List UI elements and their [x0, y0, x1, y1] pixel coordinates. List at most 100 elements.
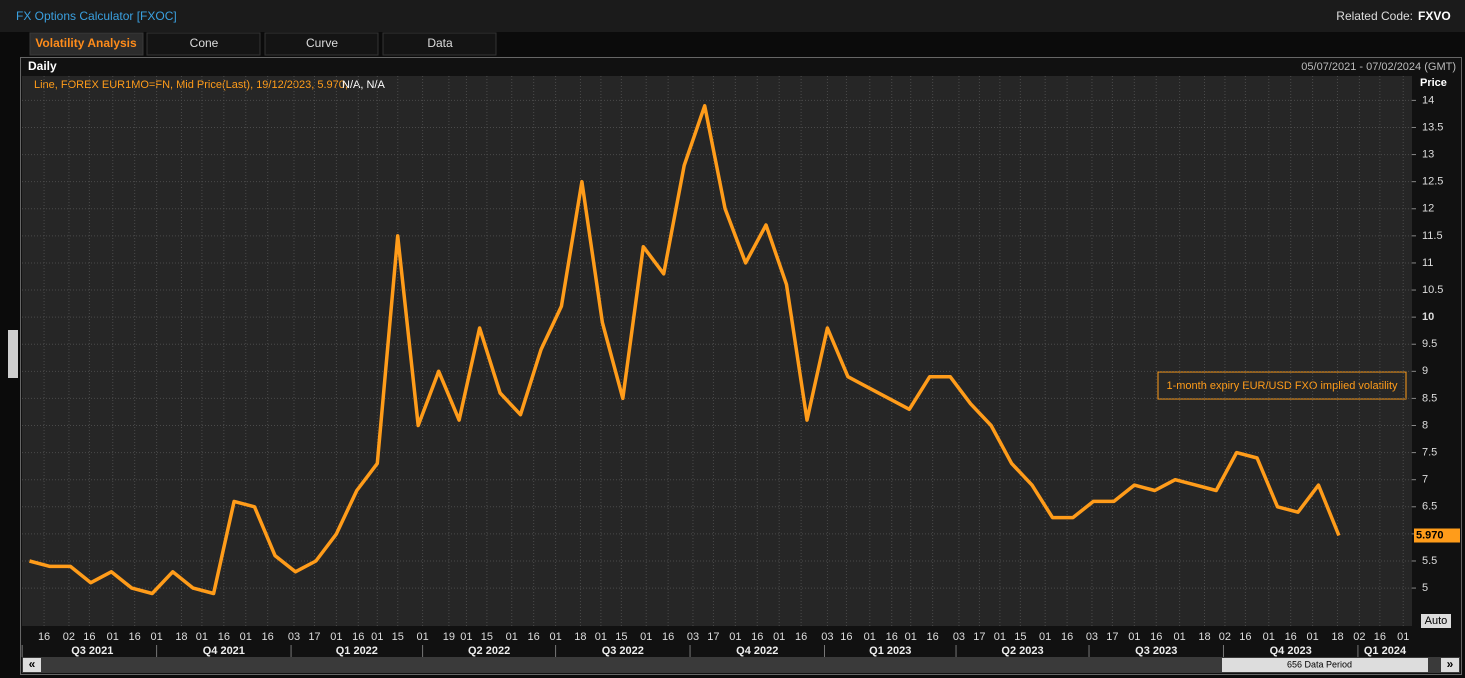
scroll-right-icon[interactable]: » — [1447, 657, 1454, 671]
side-handle[interactable] — [8, 330, 18, 378]
quarter-label: Q3 2023 — [1135, 645, 1177, 657]
x-tick-label: 16 — [1061, 631, 1073, 643]
x-tick-label: 01 — [150, 631, 162, 643]
x-tick-label: 03 — [1086, 631, 1098, 643]
x-tick-label: 16 — [840, 631, 852, 643]
plot-area — [22, 76, 1412, 626]
x-tick-label: 03 — [687, 631, 699, 643]
x-tick-label: 01 — [107, 631, 119, 643]
x-tick-label: 01 — [905, 631, 917, 643]
quarter-label: Q2 2022 — [468, 645, 510, 657]
tab-label[interactable]: Curve — [306, 36, 338, 50]
y-tick-label: 10 — [1422, 311, 1434, 323]
y-tick-label: 7 — [1422, 474, 1428, 486]
y-tick-label: 5 — [1422, 582, 1428, 594]
quarter-label: Q1 2023 — [869, 645, 911, 657]
x-tick-label: 01 — [416, 631, 428, 643]
y-tick-label: 13.5 — [1422, 121, 1443, 133]
tab-label[interactable]: Data — [427, 36, 453, 50]
y-tick-label: 7.5 — [1422, 447, 1437, 459]
scroll-left-icon[interactable]: « — [29, 657, 36, 671]
last-value-label: 5.970 — [1416, 529, 1444, 541]
x-tick-label: 15 — [392, 631, 404, 643]
quarter-label: Q4 2023 — [1270, 645, 1312, 657]
tab[interactable] — [29, 32, 144, 56]
x-tick-label: 01 — [729, 631, 741, 643]
y-tick-label: 14 — [1422, 94, 1434, 106]
annotation: 1-month expiry EUR/USD FXO implied volat… — [1166, 380, 1398, 392]
x-tick-label: 17 — [973, 631, 985, 643]
scroll-thumb[interactable] — [1222, 658, 1428, 672]
legend-na: N/A, N/A — [342, 79, 385, 91]
x-tick-label: 16 — [795, 631, 807, 643]
x-tick-label: 16 — [1374, 631, 1386, 643]
x-tick-label: 01 — [506, 631, 518, 643]
x-tick-label: 18 — [175, 631, 187, 643]
y-tick-label: 10.5 — [1422, 284, 1443, 296]
x-tick-label: 01 — [1039, 631, 1051, 643]
scroll-right[interactable] — [1441, 658, 1459, 672]
auto-label[interactable]: Auto — [1425, 615, 1448, 627]
scroll-left[interactable] — [23, 658, 41, 672]
tab-label[interactable]: Cone — [190, 36, 219, 50]
scrollbar — [22, 657, 1460, 673]
x-tick-label: 03 — [821, 631, 833, 643]
x-tick-label: 03 — [953, 631, 965, 643]
legend-text: Line, FOREX EUR1MO=FN, Mid Price(Last), … — [34, 79, 348, 91]
x-tick-label: 01 — [371, 631, 383, 643]
x-tick-label: 16 — [218, 631, 230, 643]
last-value-box — [1414, 528, 1460, 543]
x-tick-label: 16 — [38, 631, 50, 643]
y-tick-label: 8 — [1422, 419, 1428, 431]
title-bar — [0, 0, 1465, 32]
y-tick-label: 12.5 — [1422, 176, 1443, 188]
x-tick-label: 16 — [662, 631, 674, 643]
quarter-label: Q3 2022 — [602, 645, 644, 657]
quarter-label: Q4 2021 — [203, 645, 245, 657]
x-tick-label: 18 — [1198, 631, 1210, 643]
y-tick-label: 12 — [1422, 203, 1434, 215]
y-axis-title: Price — [1420, 77, 1447, 89]
x-tick-label: 18 — [574, 631, 586, 643]
y-tick-label: 13 — [1422, 148, 1434, 160]
tab[interactable] — [146, 32, 261, 56]
tab[interactable] — [264, 32, 379, 56]
y-tick-label: 5.5 — [1422, 555, 1437, 567]
x-tick-label: 01 — [1174, 631, 1186, 643]
tab[interactable] — [382, 32, 497, 56]
x-tick-label: 17 — [308, 631, 320, 643]
x-tick-label: 02 — [1353, 631, 1365, 643]
y-tick-label: 11 — [1422, 257, 1433, 269]
x-tick-label: 16 — [129, 631, 141, 643]
quarter-label: Q3 2021 — [71, 645, 113, 657]
x-tick-label: 01 — [240, 631, 252, 643]
app-title: FX Options Calculator [FXOC] — [16, 9, 177, 23]
x-tick-label: 16 — [83, 631, 95, 643]
x-tick-label: 02 — [63, 631, 75, 643]
x-tick-label: 01 — [994, 631, 1006, 643]
tab-label[interactable]: Volatility Analysis — [35, 36, 137, 50]
x-tick-label: 01 — [773, 631, 785, 643]
price-line — [29, 104, 1341, 596]
x-tick-label: 01 — [1306, 631, 1318, 643]
related-code: FXVO — [1418, 9, 1451, 23]
x-tick-label: 01 — [864, 631, 876, 643]
x-tick-label: 16 — [528, 631, 540, 643]
x-tick-label: 01 — [595, 631, 607, 643]
related-label: Related Code: — [1336, 9, 1413, 23]
x-tick-label: 16 — [1239, 631, 1251, 643]
x-tick-label: 03 — [288, 631, 300, 643]
quarter-label: Q1 2024 — [1364, 645, 1407, 657]
y-tick-label: 6.5 — [1422, 501, 1437, 513]
x-tick-label: 16 — [1285, 631, 1297, 643]
x-tick-label: 01 — [1397, 631, 1409, 643]
x-tick-label: 01 — [330, 631, 342, 643]
x-tick-label: 18 — [1331, 631, 1343, 643]
x-tick-label: 15 — [481, 631, 493, 643]
data-period: 656 Data Period — [1287, 659, 1352, 669]
auto-button[interactable] — [1421, 614, 1451, 628]
quarter-label: Q4 2022 — [736, 645, 778, 657]
x-tick-label: 19 — [443, 631, 455, 643]
